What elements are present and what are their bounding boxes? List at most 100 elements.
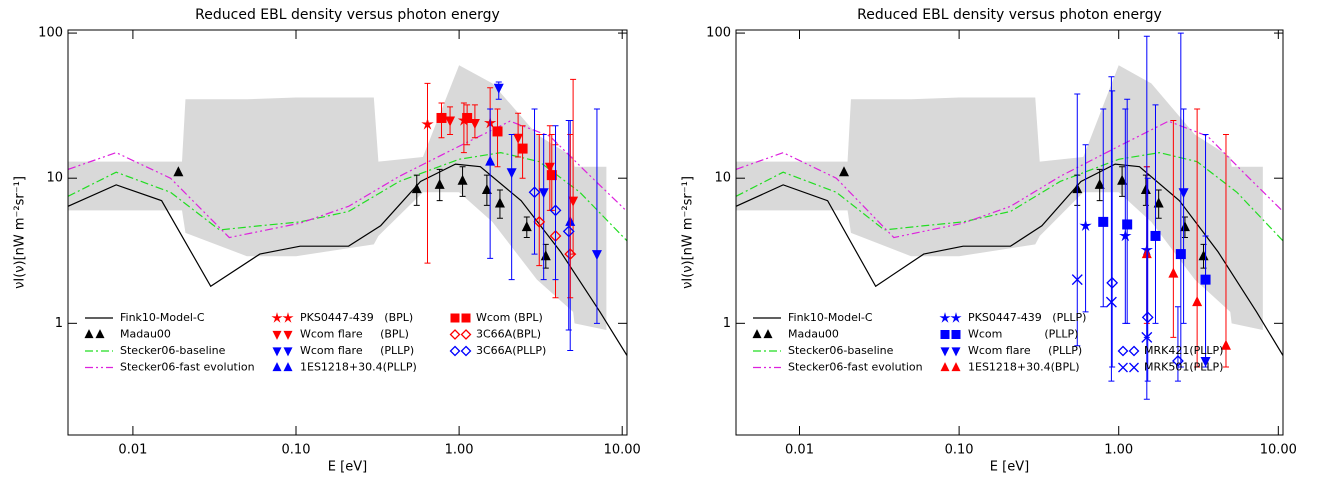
x-tick-label: 0.10 xyxy=(945,443,974,458)
data-point xyxy=(1150,230,1161,241)
legend-label: Fink10-Model-C xyxy=(120,311,205,324)
legend-marker xyxy=(271,312,283,323)
data-point xyxy=(1141,311,1154,324)
legend-marker xyxy=(940,347,950,357)
legend-marker xyxy=(940,362,950,372)
legend-marker xyxy=(449,329,461,340)
data-point xyxy=(1079,219,1092,232)
data-point xyxy=(494,197,505,208)
legend-marker xyxy=(1117,345,1129,357)
x-tick-label: 0.01 xyxy=(785,443,814,458)
shaded-band xyxy=(736,65,1263,330)
data-point xyxy=(492,126,503,137)
legend-marker xyxy=(283,330,293,340)
legend-label: PKS0447-439 (PLLP) xyxy=(968,311,1086,324)
data-point xyxy=(591,250,602,261)
plot-frame xyxy=(67,29,628,436)
error-bar xyxy=(424,82,431,264)
shaded-band xyxy=(68,65,607,330)
error-bar xyxy=(1124,98,1131,324)
data-point xyxy=(1105,296,1117,308)
data-point xyxy=(839,166,850,177)
data-point xyxy=(544,162,555,173)
data-point xyxy=(445,116,456,127)
plot-frame xyxy=(735,29,1284,436)
data-point xyxy=(564,248,577,260)
x-tick-label: 10.00 xyxy=(604,443,641,458)
error-bar xyxy=(1109,90,1116,368)
data-point xyxy=(1220,339,1231,350)
model-curve xyxy=(736,120,1283,239)
panel: 0.01 0.10 1.00 10.00 1 10 100 Reduced EBL densi… xyxy=(13,7,641,475)
legend-marker xyxy=(1128,345,1140,357)
data-point xyxy=(436,112,447,123)
error-bar xyxy=(1143,35,1150,400)
y-tick-label: 1 xyxy=(723,316,731,331)
error-bar xyxy=(508,134,515,281)
legend-label: Stecker06-baseline xyxy=(120,344,226,357)
y-tick-label: 100 xyxy=(706,26,731,41)
error-bar xyxy=(494,108,501,168)
data-point xyxy=(1200,356,1211,367)
legend-label: MRK501(PLLP) xyxy=(1144,361,1223,374)
legend-marker xyxy=(461,313,471,323)
legend-marker xyxy=(272,347,282,357)
data-point xyxy=(513,133,524,144)
data-point xyxy=(1192,296,1203,307)
error-bar xyxy=(464,104,471,146)
x-tick-label: 0.10 xyxy=(282,443,311,458)
legend-label: Wcom (BPL) xyxy=(476,311,543,324)
data-point xyxy=(421,117,434,130)
error-bar xyxy=(565,119,572,331)
data-point xyxy=(517,143,528,154)
data-point xyxy=(493,83,504,94)
error-bar xyxy=(593,108,600,324)
error-bar xyxy=(1174,306,1181,382)
data-point xyxy=(549,204,562,217)
data-point xyxy=(434,178,445,189)
data-point xyxy=(485,155,496,166)
error-bar xyxy=(531,108,538,255)
data-point xyxy=(1175,249,1186,260)
data-point xyxy=(469,119,480,130)
x-tick-label: 1.00 xyxy=(445,443,474,458)
legend-marker xyxy=(95,329,105,339)
data-point xyxy=(1098,216,1109,227)
legend-label: Stecker06-fast evolution xyxy=(120,361,255,374)
legend-marker xyxy=(450,313,460,323)
legend-marker xyxy=(283,362,293,372)
legend-label: 1ES1218+30.4(BPL) xyxy=(968,361,1080,374)
error-bar xyxy=(1177,32,1184,368)
data-point xyxy=(1178,188,1189,199)
legend-label: 3C66A(BPL) xyxy=(476,328,541,341)
legend-label: Wcom flare (BPL) xyxy=(300,328,409,341)
error-bar xyxy=(1170,119,1177,338)
x-tick-label: 1.00 xyxy=(1104,443,1133,458)
legend-label: MRK421(PLLP) xyxy=(1144,344,1223,357)
data-point xyxy=(521,221,532,232)
data-point xyxy=(462,112,473,123)
legend-marker xyxy=(763,329,773,339)
model-curve xyxy=(68,163,627,356)
data-point xyxy=(506,168,517,179)
legend-marker xyxy=(272,330,282,340)
data-point xyxy=(538,188,549,199)
legend-label: Stecker06-baseline xyxy=(788,344,894,357)
data-point xyxy=(533,215,546,228)
data-point xyxy=(1141,331,1153,343)
error-bar xyxy=(487,108,494,259)
data-point xyxy=(481,183,492,194)
x-axis-title: E [eV] xyxy=(328,460,367,475)
legend-marker xyxy=(1129,362,1139,373)
error-bar xyxy=(1222,134,1229,368)
error-bar xyxy=(536,134,543,267)
legend-label: Madau00 xyxy=(120,328,171,341)
legend-marker xyxy=(951,347,961,357)
legend-label: Wcom flare (PLLP) xyxy=(300,344,414,357)
data-point xyxy=(457,174,468,185)
legend-label: Wcom flare (PLLP) xyxy=(968,344,1082,357)
data-point xyxy=(1172,355,1184,367)
legend-marker xyxy=(1118,362,1128,373)
legend-marker xyxy=(283,347,293,357)
legend-label: 3C66A(PLLP) xyxy=(476,344,546,357)
